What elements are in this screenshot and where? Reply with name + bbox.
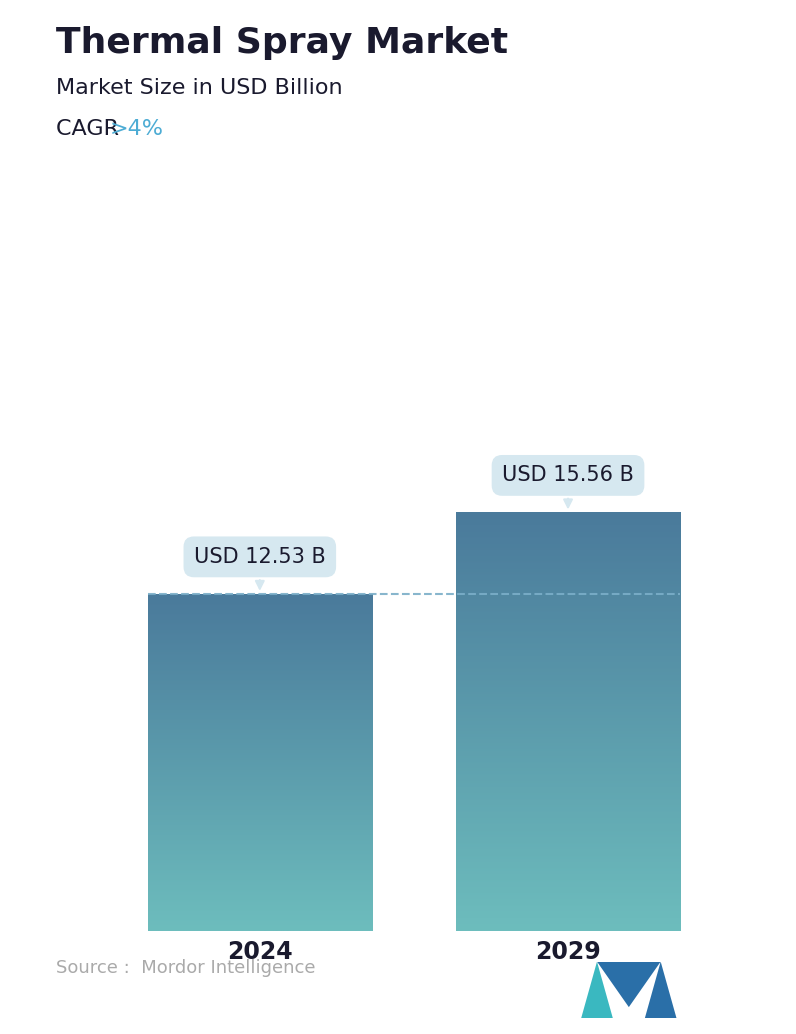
Polygon shape [581,962,613,1018]
Polygon shape [597,962,661,1007]
Polygon shape [645,962,677,1018]
Text: >4%: >4% [110,119,164,139]
Text: Thermal Spray Market: Thermal Spray Market [56,26,508,60]
Text: USD 12.53 B: USD 12.53 B [194,547,326,588]
Text: Market Size in USD Billion: Market Size in USD Billion [56,78,342,97]
Text: USD 15.56 B: USD 15.56 B [502,465,634,508]
Text: CAGR: CAGR [56,119,126,139]
Text: Source :  Mordor Intelligence: Source : Mordor Intelligence [56,960,315,977]
